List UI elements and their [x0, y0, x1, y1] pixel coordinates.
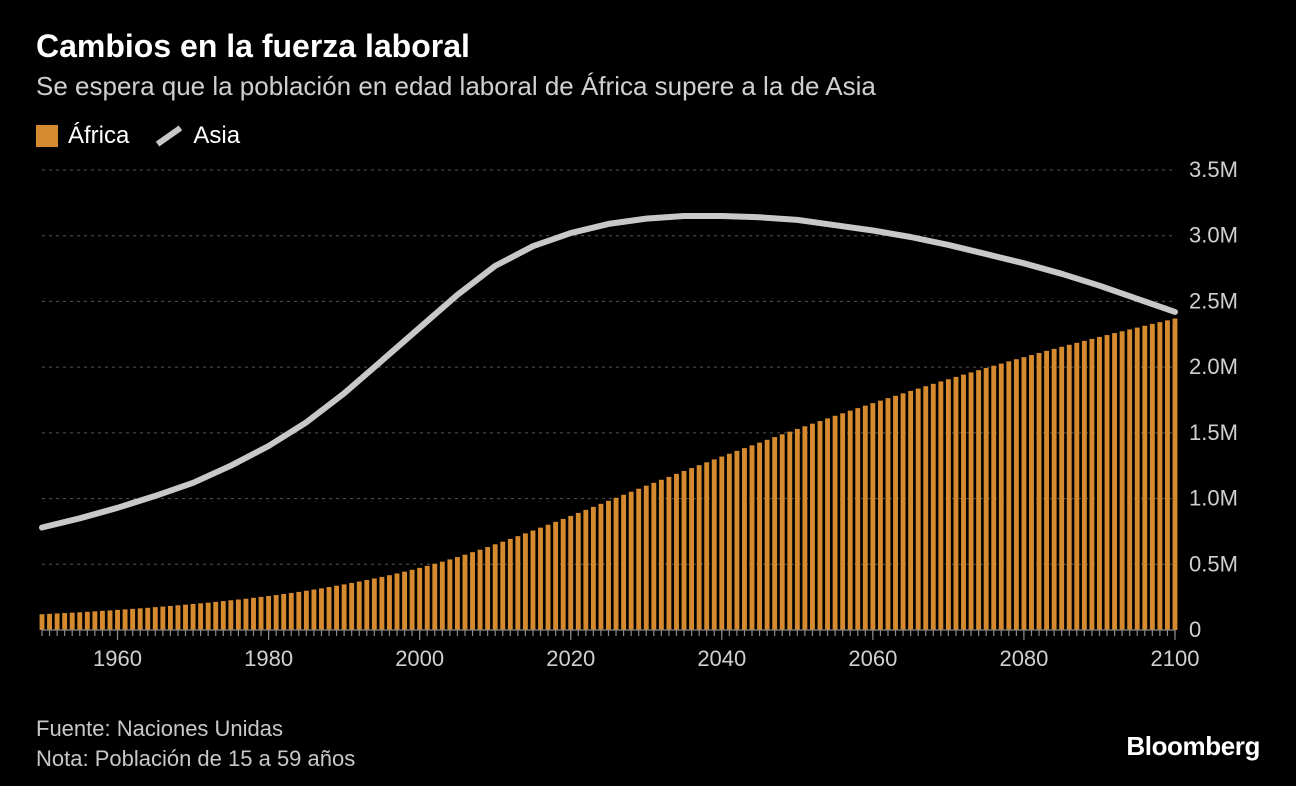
chart-svg: 0 0.5M 1.0M 1.5M 2.0M 2.5M 3.0M 3.5M 1960 1980 200… — [36, 160, 1260, 680]
svg-text:3.0M: 3.0M — [1189, 223, 1238, 248]
legend-swatch-asia — [156, 126, 182, 147]
legend-item-asia: Asia — [155, 122, 240, 150]
svg-text:1.5M: 1.5M — [1189, 420, 1238, 445]
chart-subtitle: Se espera que la población en edad labor… — [36, 71, 1260, 102]
svg-text:2100: 2100 — [1151, 646, 1200, 671]
svg-text:1980: 1980 — [244, 646, 293, 671]
svg-text:0.5M: 0.5M — [1189, 551, 1238, 576]
legend: África Asia — [36, 122, 1260, 150]
svg-text:2000: 2000 — [395, 646, 444, 671]
svg-text:0: 0 — [1189, 617, 1201, 642]
chart-title: Cambios en la fuerza laboral — [36, 28, 1260, 65]
svg-text:2020: 2020 — [546, 646, 595, 671]
legend-item-africa: África — [36, 122, 129, 150]
legend-swatch-africa — [36, 125, 58, 147]
svg-text:2060: 2060 — [848, 646, 897, 671]
legend-label-asia: Asia — [193, 122, 240, 150]
chart-area: 0 0.5M 1.0M 1.5M 2.0M 2.5M 3.0M 3.5M 1960 1980 200… — [36, 160, 1260, 680]
svg-text:2.5M: 2.5M — [1189, 288, 1238, 313]
legend-label-africa: África — [68, 122, 129, 150]
footer: Fuente: Naciones Unidas Nota: Población … — [36, 714, 1260, 773]
svg-text:1.0M: 1.0M — [1189, 486, 1238, 511]
footer-source: Fuente: Naciones Unidas — [36, 714, 1260, 744]
brand-logo: Bloomberg — [1126, 731, 1260, 762]
svg-text:1960: 1960 — [93, 646, 142, 671]
svg-text:2.0M: 2.0M — [1189, 354, 1238, 379]
svg-text:2040: 2040 — [697, 646, 746, 671]
svg-text:2080: 2080 — [999, 646, 1048, 671]
svg-text:3.5M: 3.5M — [1189, 160, 1238, 182]
footer-note: Nota: Población de 15 a 59 años — [36, 744, 1260, 774]
